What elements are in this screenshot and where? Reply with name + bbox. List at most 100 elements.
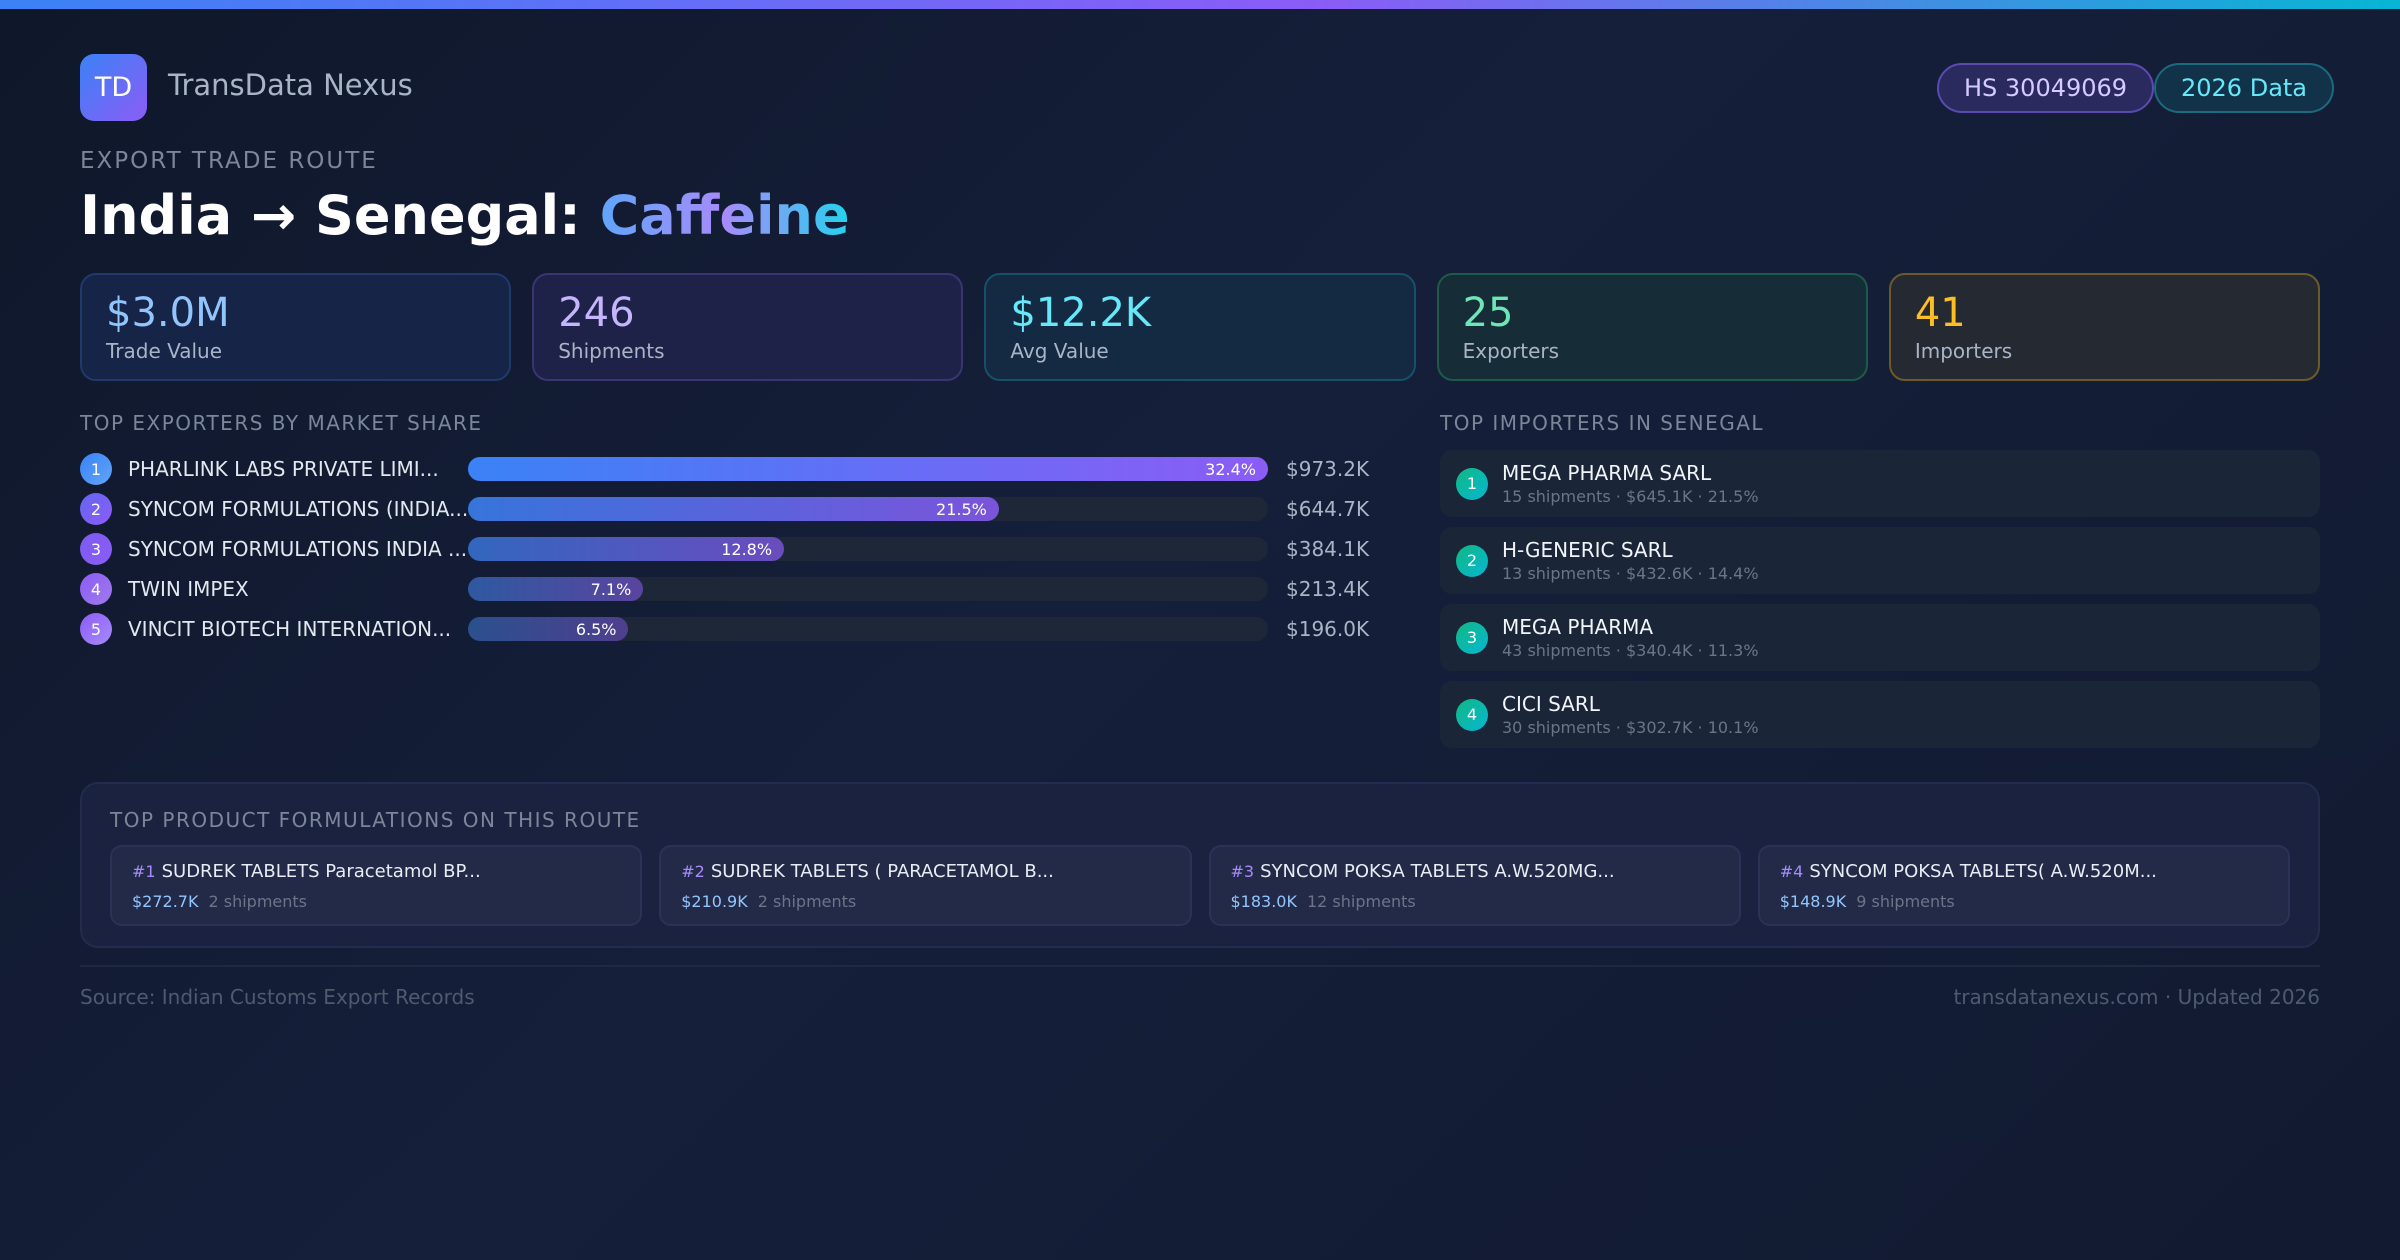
footer-divider [80, 965, 2320, 967]
exporter-row[interactable]: 2 SYNCOM FORMULATIONS (INDIA... 21.5% $6… [80, 489, 1380, 529]
stat-exporters: 25 Exporters [1436, 273, 1868, 381]
importer-name: MEGA PHARMA SARL [1502, 461, 1712, 485]
exporter-row[interactable]: 1 PHARLINK LABS PRIVATE LIMI... 32.4% $9… [80, 449, 1380, 489]
footer-source: Source: Indian Customs Export Records [80, 985, 475, 1009]
stat-label: Trade Value [106, 339, 223, 363]
importer-details: 13 shipments · $432.6K · 14.4% [1502, 564, 1759, 583]
product-card[interactable]: #3 SYNCOM POKSA TABLETS A.W.520MG... $183… [1208, 845, 1741, 926]
exporter-row[interactable]: 3 SYNCOM FORMULATIONS INDIA ... 12.8% $3… [80, 529, 1380, 569]
stat-importers: 41 Importers [1888, 273, 2321, 381]
product-value: $272.7K [132, 892, 199, 911]
rank-badge: 3 [1456, 621, 1488, 654]
product-value: $210.9K [681, 892, 748, 911]
share-label: 32.4% [1205, 459, 1256, 479]
stat-label: Shipments [558, 339, 665, 363]
stat-value: 246 [558, 290, 635, 336]
stat-shipments: 246 Shipments [532, 273, 964, 381]
brand-logo: TD [80, 54, 147, 121]
share-bar: 7.1% [468, 577, 644, 601]
share-bar-track: 21.5% [468, 497, 1268, 521]
product-shipments: 2 shipments [208, 892, 308, 911]
share-label: 12.8% [721, 539, 773, 559]
product-card[interactable]: #4 SYNCOM POKSA TABLETS( A.W.520M... $148… [1757, 845, 2290, 926]
rank-badge: 3 [80, 533, 112, 565]
product-name: SUDREK TABLETS ( PARACETAMOL B... [710, 861, 1054, 882]
stat-value: $12.2K [1010, 290, 1152, 336]
rank-badge: 1 [80, 453, 112, 485]
share-label: 7.1% [590, 579, 632, 599]
exporter-value: $973.2K [1286, 457, 1370, 481]
exporter-name: TWIN IMPEX [128, 577, 249, 601]
product-rank: #1 [132, 862, 156, 881]
stat-avg-value: $12.2K Avg Value [984, 273, 1416, 381]
product-rank: #4 [1779, 862, 1804, 881]
product-name: Caffeine [599, 184, 850, 247]
exporter-value: $644.7K [1286, 497, 1370, 521]
product-card[interactable]: #1 SUDREK TABLETS Paracetamol BP... $272.… [110, 845, 643, 926]
hs-code-badge: HS 30049069 [1937, 63, 2155, 113]
data-year-badge: 2026 Data [2154, 63, 2335, 113]
exporters-section-title: TOP EXPORTERS BY MARKET SHARE [80, 411, 483, 435]
rank-badge: 5 [80, 613, 112, 645]
product-card[interactable]: #2 SUDREK TABLETS ( PARACETAMOL B... $210… [659, 845, 1192, 926]
route-text: India → Senegal: [80, 184, 581, 247]
importer-name: H-GENERIC SARL [1502, 538, 1673, 562]
share-bar-track: 6.5% [468, 617, 1268, 641]
stat-value: 41 [1914, 290, 1966, 336]
importer-card[interactable]: 3 MEGA PHARMA 43 shipments · $340.4K · 1… [1440, 604, 2320, 671]
product-name: SYNCOM POKSA TABLETS( A.W.520M... [1809, 861, 2157, 882]
importer-card[interactable]: 4 CICI SARL 30 shipments · $302.7K · 10.… [1440, 681, 2320, 748]
top-accent-bar [0, 0, 2400, 9]
share-bar: 32.4% [468, 457, 1268, 481]
share-bar-track: 12.8% [468, 537, 1268, 561]
stat-value: $3.0M [106, 290, 230, 336]
exporter-value: $384.1K [1286, 537, 1370, 561]
product-rank: #3 [1230, 862, 1255, 881]
stat-trade-value: $3.0M Trade Value [80, 273, 512, 381]
importer-name: MEGA PHARMA [1502, 615, 1654, 639]
rank-badge: 1 [1456, 467, 1488, 500]
share-bar: 6.5% [468, 617, 629, 641]
importer-details: 43 shipments · $340.4K · 11.3% [1502, 641, 1759, 660]
importers-list: 1 MEGA PHARMA SARL 15 shipments · $645.1… [1440, 450, 2320, 758]
products-section-title: TOP PRODUCT FORMULATIONS ON THIS ROUTE [110, 808, 641, 832]
exporter-row[interactable]: 5 VINCIT BIOTECH INTERNATION... 6.5% $19… [80, 609, 1380, 649]
share-bar-track: 32.4% [468, 457, 1268, 481]
products-panel: TOP PRODUCT FORMULATIONS ON THIS ROUTE #… [80, 782, 2320, 948]
stat-cards: $3.0M Trade Value 246 Shipments $12.2K Avg … [80, 273, 2321, 381]
exporter-name: PHARLINK LABS PRIVATE LIMI... [128, 457, 439, 481]
exporter-name: SYNCOM FORMULATIONS INDIA ... [128, 537, 468, 561]
importer-details: 15 shipments · $645.1K · 21.5% [1502, 487, 1759, 506]
page-kicker: EXPORT TRADE ROUTE [80, 148, 378, 174]
importer-name: CICI SARL [1502, 692, 1600, 716]
product-shipments: 2 shipments [757, 892, 857, 911]
product-rank: #2 [681, 862, 705, 881]
page-title: India → Senegal: Caffeine [80, 184, 850, 247]
importer-card[interactable]: 2 H-GENERIC SARL 13 shipments · $432.6K … [1440, 527, 2320, 594]
importers-section-title: TOP IMPORTERS IN SENEGAL [1440, 411, 1765, 435]
exporter-value: $196.0K [1286, 617, 1370, 641]
share-label: 21.5% [936, 499, 987, 519]
share-label: 6.5% [575, 619, 617, 639]
stat-label: Exporters [1462, 339, 1560, 363]
rank-badge: 4 [1456, 698, 1488, 731]
importer-card[interactable]: 1 MEGA PHARMA SARL 15 shipments · $645.1… [1440, 450, 2320, 517]
rank-badge: 4 [80, 573, 112, 605]
share-bar: 21.5% [468, 497, 999, 521]
product-name: SUDREK TABLETS Paracetamol BP... [161, 861, 481, 882]
product-name: SYNCOM POKSA TABLETS A.W.520MG... [1260, 861, 1615, 882]
brand-name: TransData Nexus [168, 68, 413, 102]
rank-badge: 2 [80, 493, 112, 525]
exporter-row[interactable]: 4 TWIN IMPEX 7.1% $213.4K [80, 569, 1380, 609]
share-bar-track: 7.1% [468, 577, 1268, 601]
product-value: $183.0K [1230, 892, 1297, 911]
stat-value: 25 [1462, 290, 1514, 336]
stat-label: Avg Value [1010, 339, 1109, 363]
product-value: $148.9K [1779, 892, 1847, 911]
product-shipments: 9 shipments [1856, 892, 1955, 911]
exporter-name: SYNCOM FORMULATIONS (INDIA... [128, 497, 468, 521]
product-cards: #1 SUDREK TABLETS Paracetamol BP... $272.… [110, 845, 2290, 926]
importer-details: 30 shipments · $302.7K · 10.1% [1502, 718, 1759, 737]
exporter-value: $213.4K [1286, 577, 1370, 601]
exporters-list: 1 PHARLINK LABS PRIVATE LIMI... 32.4% $9… [80, 449, 1380, 649]
